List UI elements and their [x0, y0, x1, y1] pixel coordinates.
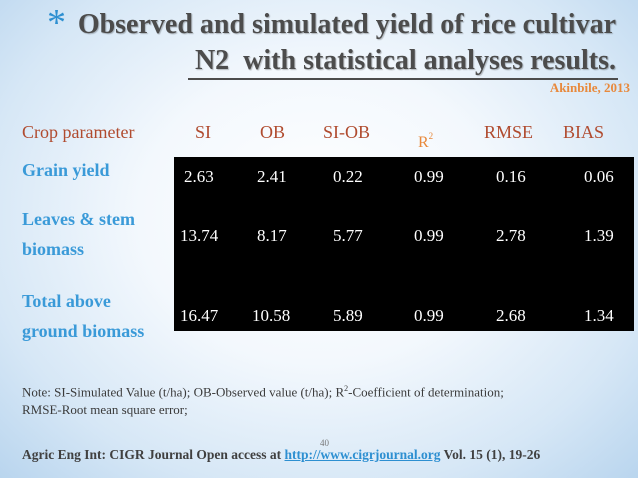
table-cell: 2.78 [496, 226, 526, 245]
table-cell: 0.99 [414, 167, 444, 186]
table-cell: 16.47 [180, 306, 219, 325]
slide-title-line-1: Observed and simulated yield of rice cul… [77, 9, 616, 40]
header-ob: OB [260, 122, 286, 142]
table-cell: 0.99 [414, 306, 444, 325]
table-cell: 8.17 [257, 226, 287, 245]
table-cell: 5.77 [333, 226, 363, 245]
table-cell: 1.39 [584, 226, 614, 245]
table-note: Note: SI-Simulated Value (t/ha); OB-Obse… [22, 384, 504, 418]
header-r2: R2 [418, 131, 434, 151]
footer-source: Agric Eng Int: CIGR Journal Open access … [22, 447, 541, 462]
table-cell: 2.68 [496, 306, 526, 325]
row-label-total-above-ground-biomass: Total above ground biomass [22, 291, 145, 341]
row-label-leaves-stem-biomass: Leaves & stem biomass [22, 209, 135, 259]
table-cell: 0.06 [584, 167, 614, 186]
page-number: 40 [320, 438, 329, 448]
header-si-ob: SI-OB [323, 122, 371, 142]
header-rmse: RMSE [484, 122, 534, 142]
title-underline [188, 78, 618, 80]
table-cell: 0.22 [333, 167, 363, 186]
header-si: SI [195, 122, 212, 142]
header-bias: BIAS [563, 122, 605, 142]
table-cell: 2.63 [184, 167, 214, 186]
table-cell: 0.99 [414, 226, 444, 245]
citation: Akinbile, 2013 [549, 80, 630, 95]
header-crop-parameter: Crop parameter [22, 122, 135, 142]
slide-title-line-2: N2 with statistical analyses results. [194, 45, 616, 76]
table-cell: 0.16 [496, 167, 526, 186]
table-cell: 5.89 [333, 306, 363, 325]
row-label-grain-yield: Grain yield [22, 160, 110, 180]
table-cell: 2.41 [257, 167, 287, 186]
table-cell: 10.58 [252, 306, 291, 325]
title-bullet: * [47, 2, 66, 44]
table-cell: 13.74 [180, 226, 219, 245]
journal-link[interactable]: http://www.cigrjournal.org [284, 447, 441, 462]
data-table: 2.63 2.41 0.22 0.99 0.16 0.06 13.74 8.17… [174, 157, 634, 331]
table-cell: 1.34 [584, 306, 614, 325]
